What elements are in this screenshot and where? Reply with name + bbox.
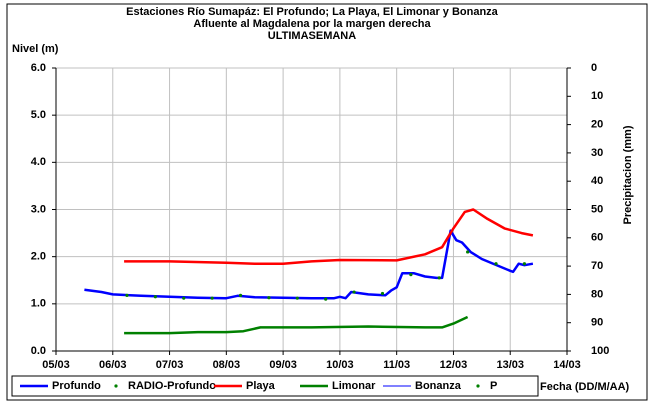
legend-marker bbox=[114, 384, 118, 388]
legend-box bbox=[11, 375, 539, 397]
y-tick-label: 0.0 bbox=[31, 345, 46, 357]
y-tick-label: 4.0 bbox=[31, 156, 46, 168]
data-point bbox=[210, 296, 214, 300]
data-point bbox=[352, 290, 356, 294]
x-tick-label: 10/03 bbox=[326, 359, 354, 371]
data-point bbox=[324, 297, 328, 301]
data-point bbox=[380, 291, 385, 296]
data-point bbox=[522, 262, 527, 266]
data-point bbox=[267, 296, 271, 300]
x-tick-label: 12/03 bbox=[440, 359, 468, 371]
y-tick-label: 3.0 bbox=[31, 203, 46, 215]
data-point bbox=[437, 276, 441, 280]
x-tick-label: 13/03 bbox=[496, 359, 524, 371]
y-tick-label: 2.0 bbox=[31, 251, 46, 263]
x-tick-label: 09/03 bbox=[269, 359, 297, 371]
chart-title: Estaciones Río Sumapáz: El Profundo; La … bbox=[126, 6, 499, 18]
legend-marker bbox=[476, 384, 480, 388]
x-axis-label: Fecha (DD/M/AA) bbox=[540, 381, 630, 393]
y2-tick-label: 40 bbox=[591, 175, 603, 187]
data-point bbox=[295, 296, 299, 300]
y2-tick-label: 50 bbox=[591, 203, 603, 215]
data-point bbox=[153, 295, 157, 299]
chart-subtitle: Afluente al Magdalena por la margen dere… bbox=[193, 18, 431, 30]
legend-label: Limonar bbox=[332, 380, 376, 392]
y-tick-label: 6.0 bbox=[31, 62, 46, 74]
x-tick-label: 08/03 bbox=[213, 359, 241, 371]
chart-frame bbox=[6, 3, 648, 401]
y2-tick-label: 0 bbox=[591, 62, 597, 74]
x-tick-label: 11/03 bbox=[383, 359, 410, 371]
y2-tick-label: 20 bbox=[591, 119, 603, 131]
data-point bbox=[125, 293, 129, 297]
data-point bbox=[182, 296, 186, 300]
legend-label: RADIO-Profundo bbox=[128, 380, 216, 392]
data-point bbox=[238, 293, 243, 297]
series-line bbox=[124, 208, 534, 265]
y2-axis-label: Precipitacion (mm) bbox=[622, 125, 634, 224]
y-tick-label: 1.0 bbox=[31, 298, 46, 310]
x-tick-label: 05/03 bbox=[42, 359, 70, 371]
legend-label: Bonanza bbox=[415, 380, 462, 392]
y2-tick-label: 70 bbox=[591, 260, 603, 272]
y2-tick-label: 30 bbox=[591, 147, 603, 159]
x-tick-label: 06/03 bbox=[99, 359, 127, 371]
y2-tick-label: 100 bbox=[591, 345, 609, 357]
y-tick-label: 5.0 bbox=[31, 109, 46, 121]
series-line bbox=[84, 229, 534, 300]
y2-tick-label: 60 bbox=[591, 232, 603, 244]
x-tick-label: 07/03 bbox=[156, 359, 184, 371]
y2-tick-label: 90 bbox=[591, 317, 603, 329]
chart-subtitle: ULTIMASEMANA bbox=[268, 30, 356, 42]
y-axis-label: Nivel (m) bbox=[12, 43, 59, 55]
x-tick-label: 14/03 bbox=[553, 359, 581, 371]
legend-label: Playa bbox=[246, 380, 276, 392]
y2-tick-label: 80 bbox=[591, 288, 603, 300]
legend-label: Profundo bbox=[52, 380, 101, 392]
data-point bbox=[494, 262, 498, 266]
data-point bbox=[409, 272, 413, 277]
data-point bbox=[466, 250, 470, 254]
y2-tick-label: 10 bbox=[591, 90, 603, 102]
legend-label: P bbox=[490, 380, 497, 392]
series-line bbox=[124, 315, 469, 335]
